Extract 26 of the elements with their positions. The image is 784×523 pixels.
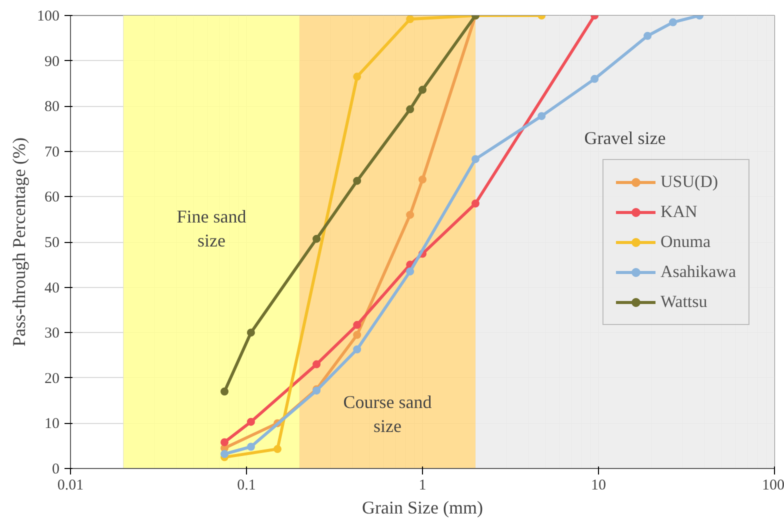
x-tick-label: 0.01 <box>57 478 84 494</box>
x-axis-title: Grain Size (mm) <box>362 498 483 518</box>
y-tick-label: 40 <box>44 280 60 296</box>
y-tick-label: 0 <box>52 462 60 478</box>
x-tick-label: 10 <box>591 478 606 494</box>
y-tick-label: 30 <box>44 326 60 342</box>
y-axis-title: Pass-through Percentage (%) <box>9 138 29 346</box>
legend-label: Onuma <box>660 232 711 252</box>
y-tick-label: 70 <box>44 144 60 160</box>
y-tick-label: 60 <box>44 190 60 206</box>
band-label: Course sand size <box>343 392 432 436</box>
legend-label: Wattsu <box>660 292 708 312</box>
y-tick-label: 90 <box>44 54 60 70</box>
band-label: Gravel size <box>584 128 666 148</box>
legend-label: KAN <box>660 202 698 222</box>
legend-label: Asahikawa <box>660 262 736 282</box>
x-tick-label: 1 <box>418 478 426 494</box>
legend-label: USU(D) <box>660 172 718 192</box>
band-label: Fine sand size <box>176 206 246 250</box>
y-tick-label: 80 <box>44 99 60 116</box>
x-tick-label: 100 <box>762 478 784 494</box>
x-tick-label: 0.1 <box>237 478 256 494</box>
y-tick-label: 10 <box>44 416 60 432</box>
y-tick-label: 50 <box>44 235 60 251</box>
y-tick-label: 100 <box>37 8 60 24</box>
y-tick-label: 20 <box>44 370 60 387</box>
